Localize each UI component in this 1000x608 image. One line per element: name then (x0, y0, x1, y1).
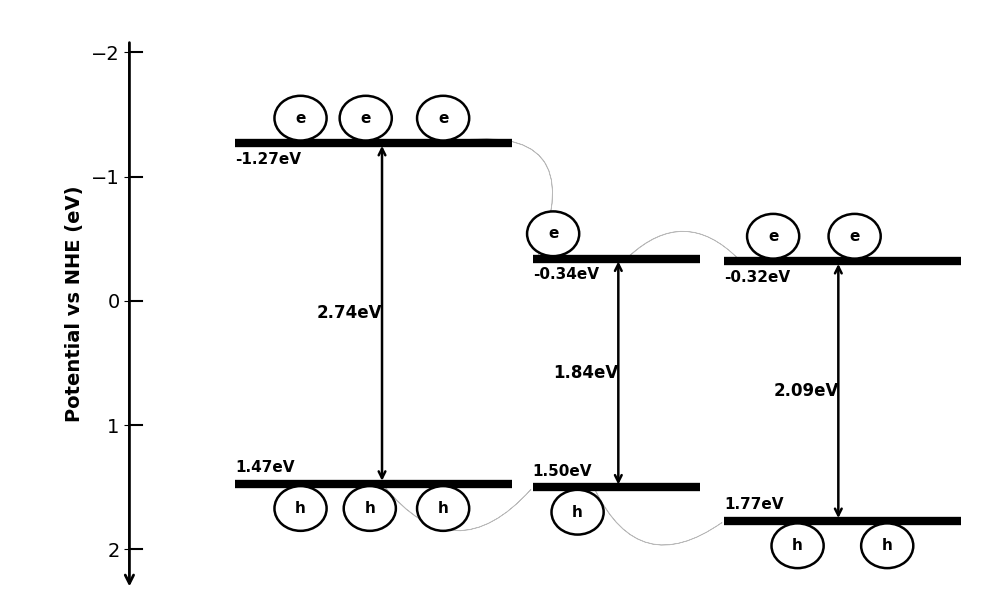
Text: h: h (882, 538, 893, 553)
Text: h: h (572, 505, 583, 520)
FancyArrowPatch shape (628, 231, 739, 259)
Text: e: e (438, 111, 448, 126)
Text: e: e (295, 111, 306, 126)
Text: e: e (548, 226, 558, 241)
Ellipse shape (747, 214, 799, 258)
Text: e: e (361, 111, 371, 126)
Text: e: e (849, 229, 860, 244)
FancyArrowPatch shape (446, 139, 553, 256)
Text: h: h (438, 501, 449, 516)
Text: 1.84eV: 1.84eV (553, 364, 618, 382)
Ellipse shape (417, 96, 469, 140)
Ellipse shape (274, 96, 327, 140)
Ellipse shape (417, 486, 469, 531)
Text: e: e (768, 229, 778, 244)
Text: 2.74eV: 2.74eV (317, 305, 382, 322)
Ellipse shape (829, 214, 881, 258)
Ellipse shape (861, 523, 913, 568)
Ellipse shape (552, 490, 604, 534)
FancyArrowPatch shape (384, 486, 531, 531)
Text: -0.34eV: -0.34eV (533, 268, 599, 282)
Text: -1.27eV: -1.27eV (235, 152, 301, 167)
Ellipse shape (344, 486, 396, 531)
Text: h: h (295, 501, 306, 516)
Ellipse shape (274, 486, 327, 531)
Ellipse shape (340, 96, 392, 140)
Text: 1.77eV: 1.77eV (724, 497, 784, 512)
Text: 1.47eV: 1.47eV (235, 460, 295, 475)
Text: 1.50eV: 1.50eV (533, 464, 592, 478)
Text: -0.32eV: -0.32eV (724, 270, 790, 285)
Text: h: h (792, 538, 803, 553)
Text: h: h (364, 501, 375, 516)
Y-axis label: Potential vs NHE (eV): Potential vs NHE (eV) (65, 186, 84, 422)
Ellipse shape (527, 212, 579, 256)
Ellipse shape (772, 523, 824, 568)
FancyArrowPatch shape (595, 490, 722, 545)
Text: 2.09eV: 2.09eV (773, 382, 839, 400)
